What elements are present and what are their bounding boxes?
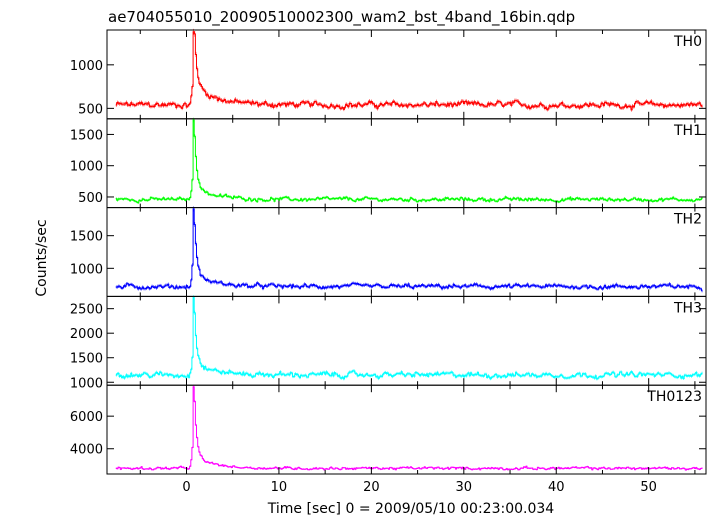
panel-th3: TH3 1000 1500 2000 2500	[70, 295, 707, 391]
panel-th0123: TH0123 4000 6000	[70, 384, 707, 475]
y-tick-label: 1000	[70, 376, 103, 391]
series-label-th2: TH2	[673, 212, 702, 228]
series-label-th0123: TH0123	[646, 389, 702, 405]
error-bars-th0123	[115, 385, 703, 471]
y-tick-label: 1500	[70, 128, 103, 143]
y-tick-label: 1000	[70, 262, 103, 277]
series-label-th3: TH3	[673, 300, 702, 316]
series-line-th2	[115, 208, 703, 292]
y-tick-label: 2500	[70, 303, 103, 318]
series-line-th0	[115, 31, 703, 111]
y-tick-label: 1000	[70, 160, 103, 175]
x-tick-label: 30	[456, 480, 473, 495]
x-tick-label: 40	[548, 480, 565, 495]
y-tick-label: 1500	[70, 352, 103, 367]
y-tick-label: 500	[78, 191, 103, 206]
panel-frame	[106, 384, 707, 475]
series-line-th3	[115, 296, 703, 380]
y-axis-label: Counts/sec	[34, 219, 50, 296]
y-tick-label: 2000	[70, 327, 103, 342]
panels-group: TH05001000TH150010001500TH210001500TH310…	[70, 28, 707, 495]
chart-title: ae704055010_20090510002300_wam2_bst_4ban…	[108, 8, 575, 27]
panel-th1: TH1 500 1000 1500	[70, 117, 707, 209]
series-line-th0123	[115, 386, 703, 471]
series-label-th0: TH0	[673, 34, 702, 50]
y-tick-label: 1500	[70, 230, 103, 245]
x-tick-label: 0	[182, 480, 190, 495]
series-line-th1	[115, 119, 703, 204]
x-tick-label: 10	[271, 480, 288, 495]
y-tick-label: 4000	[70, 443, 103, 458]
panel-th0: TH0 500 1000	[70, 28, 707, 120]
series-label-th1: TH1	[673, 123, 702, 139]
y-tick-label: 500	[78, 102, 103, 117]
x-tick-label: 50	[640, 480, 657, 495]
y-tick-label: 6000	[70, 410, 103, 425]
y-tick-label: 1000	[70, 59, 103, 74]
x-axis-label: Time [sec] 0 = 2009/05/10 00:23:00.034	[267, 501, 555, 516]
panel-th2: TH2 1000 1500	[70, 206, 707, 297]
error-bars-th0	[115, 28, 703, 112]
x-tick-label: 20	[363, 480, 380, 495]
